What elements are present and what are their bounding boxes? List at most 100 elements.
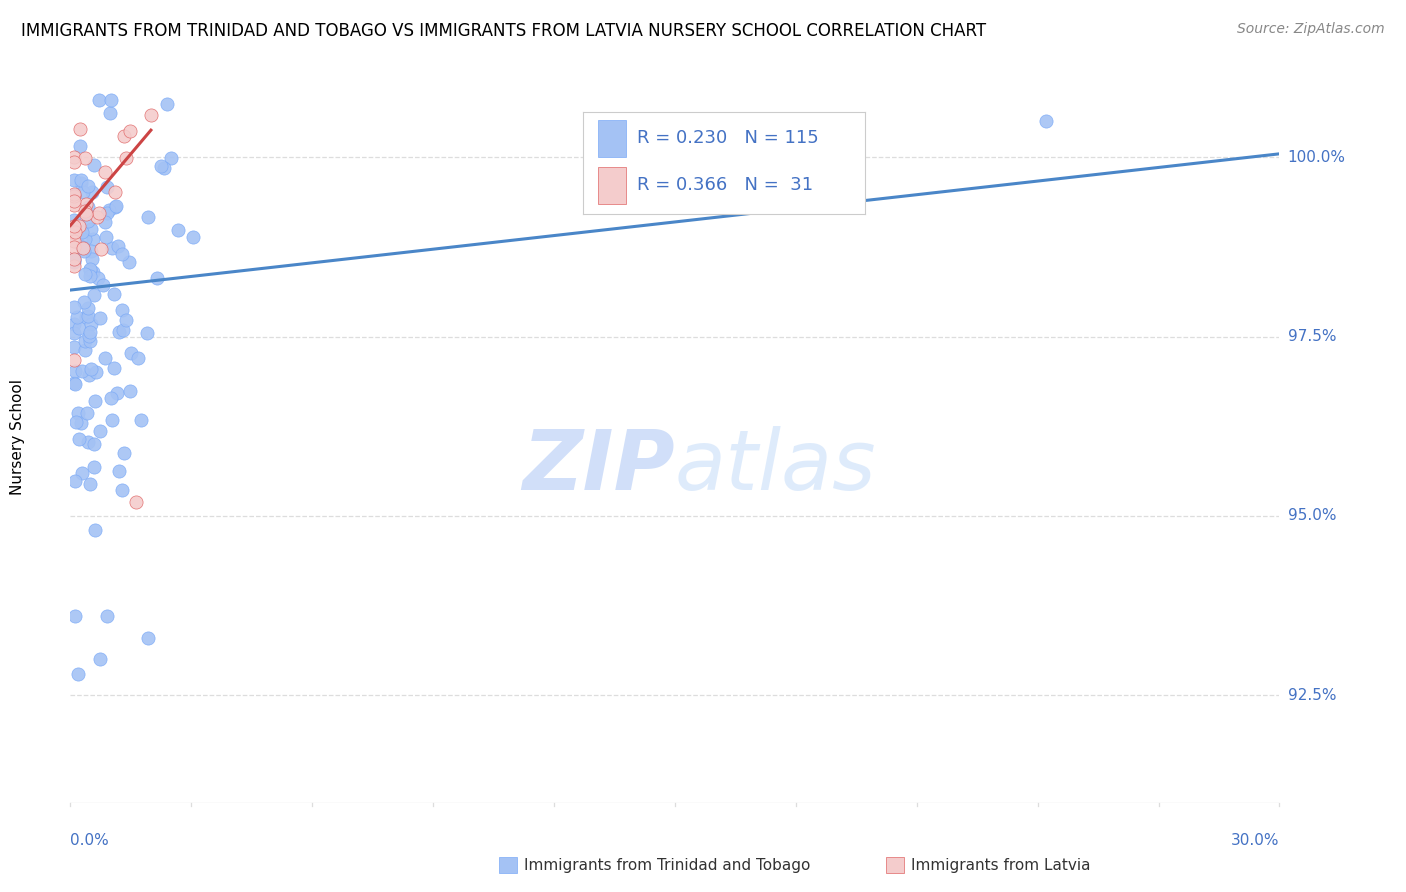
Text: Immigrants from Latvia: Immigrants from Latvia [911,858,1091,872]
Point [96,180,118,194]
Point [83,158,105,172]
Point [63,198,86,212]
Point [63,252,86,267]
Text: R = 0.366   N =  31: R = 0.366 N = 31 [637,177,813,194]
Point [100,391,122,405]
Point [73,267,96,281]
Point [82,265,104,279]
Point [63,212,86,227]
Point [75,197,97,211]
Point [94,215,117,229]
Point [65,475,87,489]
Point [103,360,125,375]
Point [63,150,86,164]
Point [145,271,167,285]
Point [167,223,190,237]
Point [70,240,93,254]
Point [79,326,101,340]
Point [63,376,86,390]
Point [129,412,152,426]
Point [67,406,90,420]
Point [69,122,91,136]
Point [73,294,96,309]
Point [63,226,86,240]
Point [63,234,86,248]
Text: Nursery School: Nursery School [10,379,25,495]
Point [73,244,96,258]
Point [89,425,111,439]
Point [1035,113,1057,128]
Point [112,128,135,143]
Point [111,303,134,318]
Point [100,241,122,255]
Text: 97.5%: 97.5% [1288,329,1336,344]
Point [63,173,86,187]
Point [75,310,97,325]
Point [79,244,101,259]
Point [114,313,136,327]
Point [79,329,101,343]
Point [75,151,97,165]
Point [84,365,107,379]
Point [156,96,179,111]
Point [63,300,86,314]
Point [136,631,159,645]
Point [63,252,86,267]
Point [83,288,105,302]
Point [96,609,118,624]
Point [139,108,162,122]
Point [101,413,124,427]
Point [118,384,141,398]
Point [63,240,86,254]
Text: 30.0%: 30.0% [1232,833,1279,848]
Point [75,231,97,245]
Point [120,346,142,360]
Point [69,416,91,430]
Point [63,252,86,266]
Point [67,321,90,335]
Point [100,93,122,107]
Text: R = 0.230   N = 115: R = 0.230 N = 115 [637,129,818,147]
Point [75,207,97,221]
Point [97,202,120,217]
Text: 95.0%: 95.0% [1288,508,1336,524]
Point [96,205,118,219]
Point [79,262,101,277]
Text: atlas: atlas [675,425,876,507]
Point [80,252,103,267]
Text: ZIP: ZIP [522,425,675,507]
Point [118,124,141,138]
Point [82,232,104,246]
Text: Immigrants from Trinidad and Tobago: Immigrants from Trinidad and Tobago [524,858,811,872]
Point [63,340,86,354]
Point [69,173,91,187]
Point [66,310,89,324]
Point [107,386,129,401]
Point [111,323,134,337]
Point [70,176,93,190]
Point [77,435,100,450]
Point [86,271,108,285]
Point [63,194,86,209]
Text: Source: ZipAtlas.com: Source: ZipAtlas.com [1237,22,1385,37]
Text: 0.0%: 0.0% [70,833,110,848]
Point [135,326,157,341]
Text: 92.5%: 92.5% [1288,688,1336,703]
Point [65,416,87,430]
Point [79,269,101,284]
Point [63,609,86,624]
Point [107,239,129,253]
Text: 100.0%: 100.0% [1288,150,1346,165]
Point [73,334,96,348]
Point [103,287,125,301]
Point [90,242,112,256]
Point [136,211,159,225]
Point [89,93,111,107]
Point [183,230,205,244]
Bar [598,167,626,204]
Point [86,210,108,224]
Point [77,368,100,382]
Point [70,364,93,378]
Point [159,151,181,165]
Point [66,666,89,681]
